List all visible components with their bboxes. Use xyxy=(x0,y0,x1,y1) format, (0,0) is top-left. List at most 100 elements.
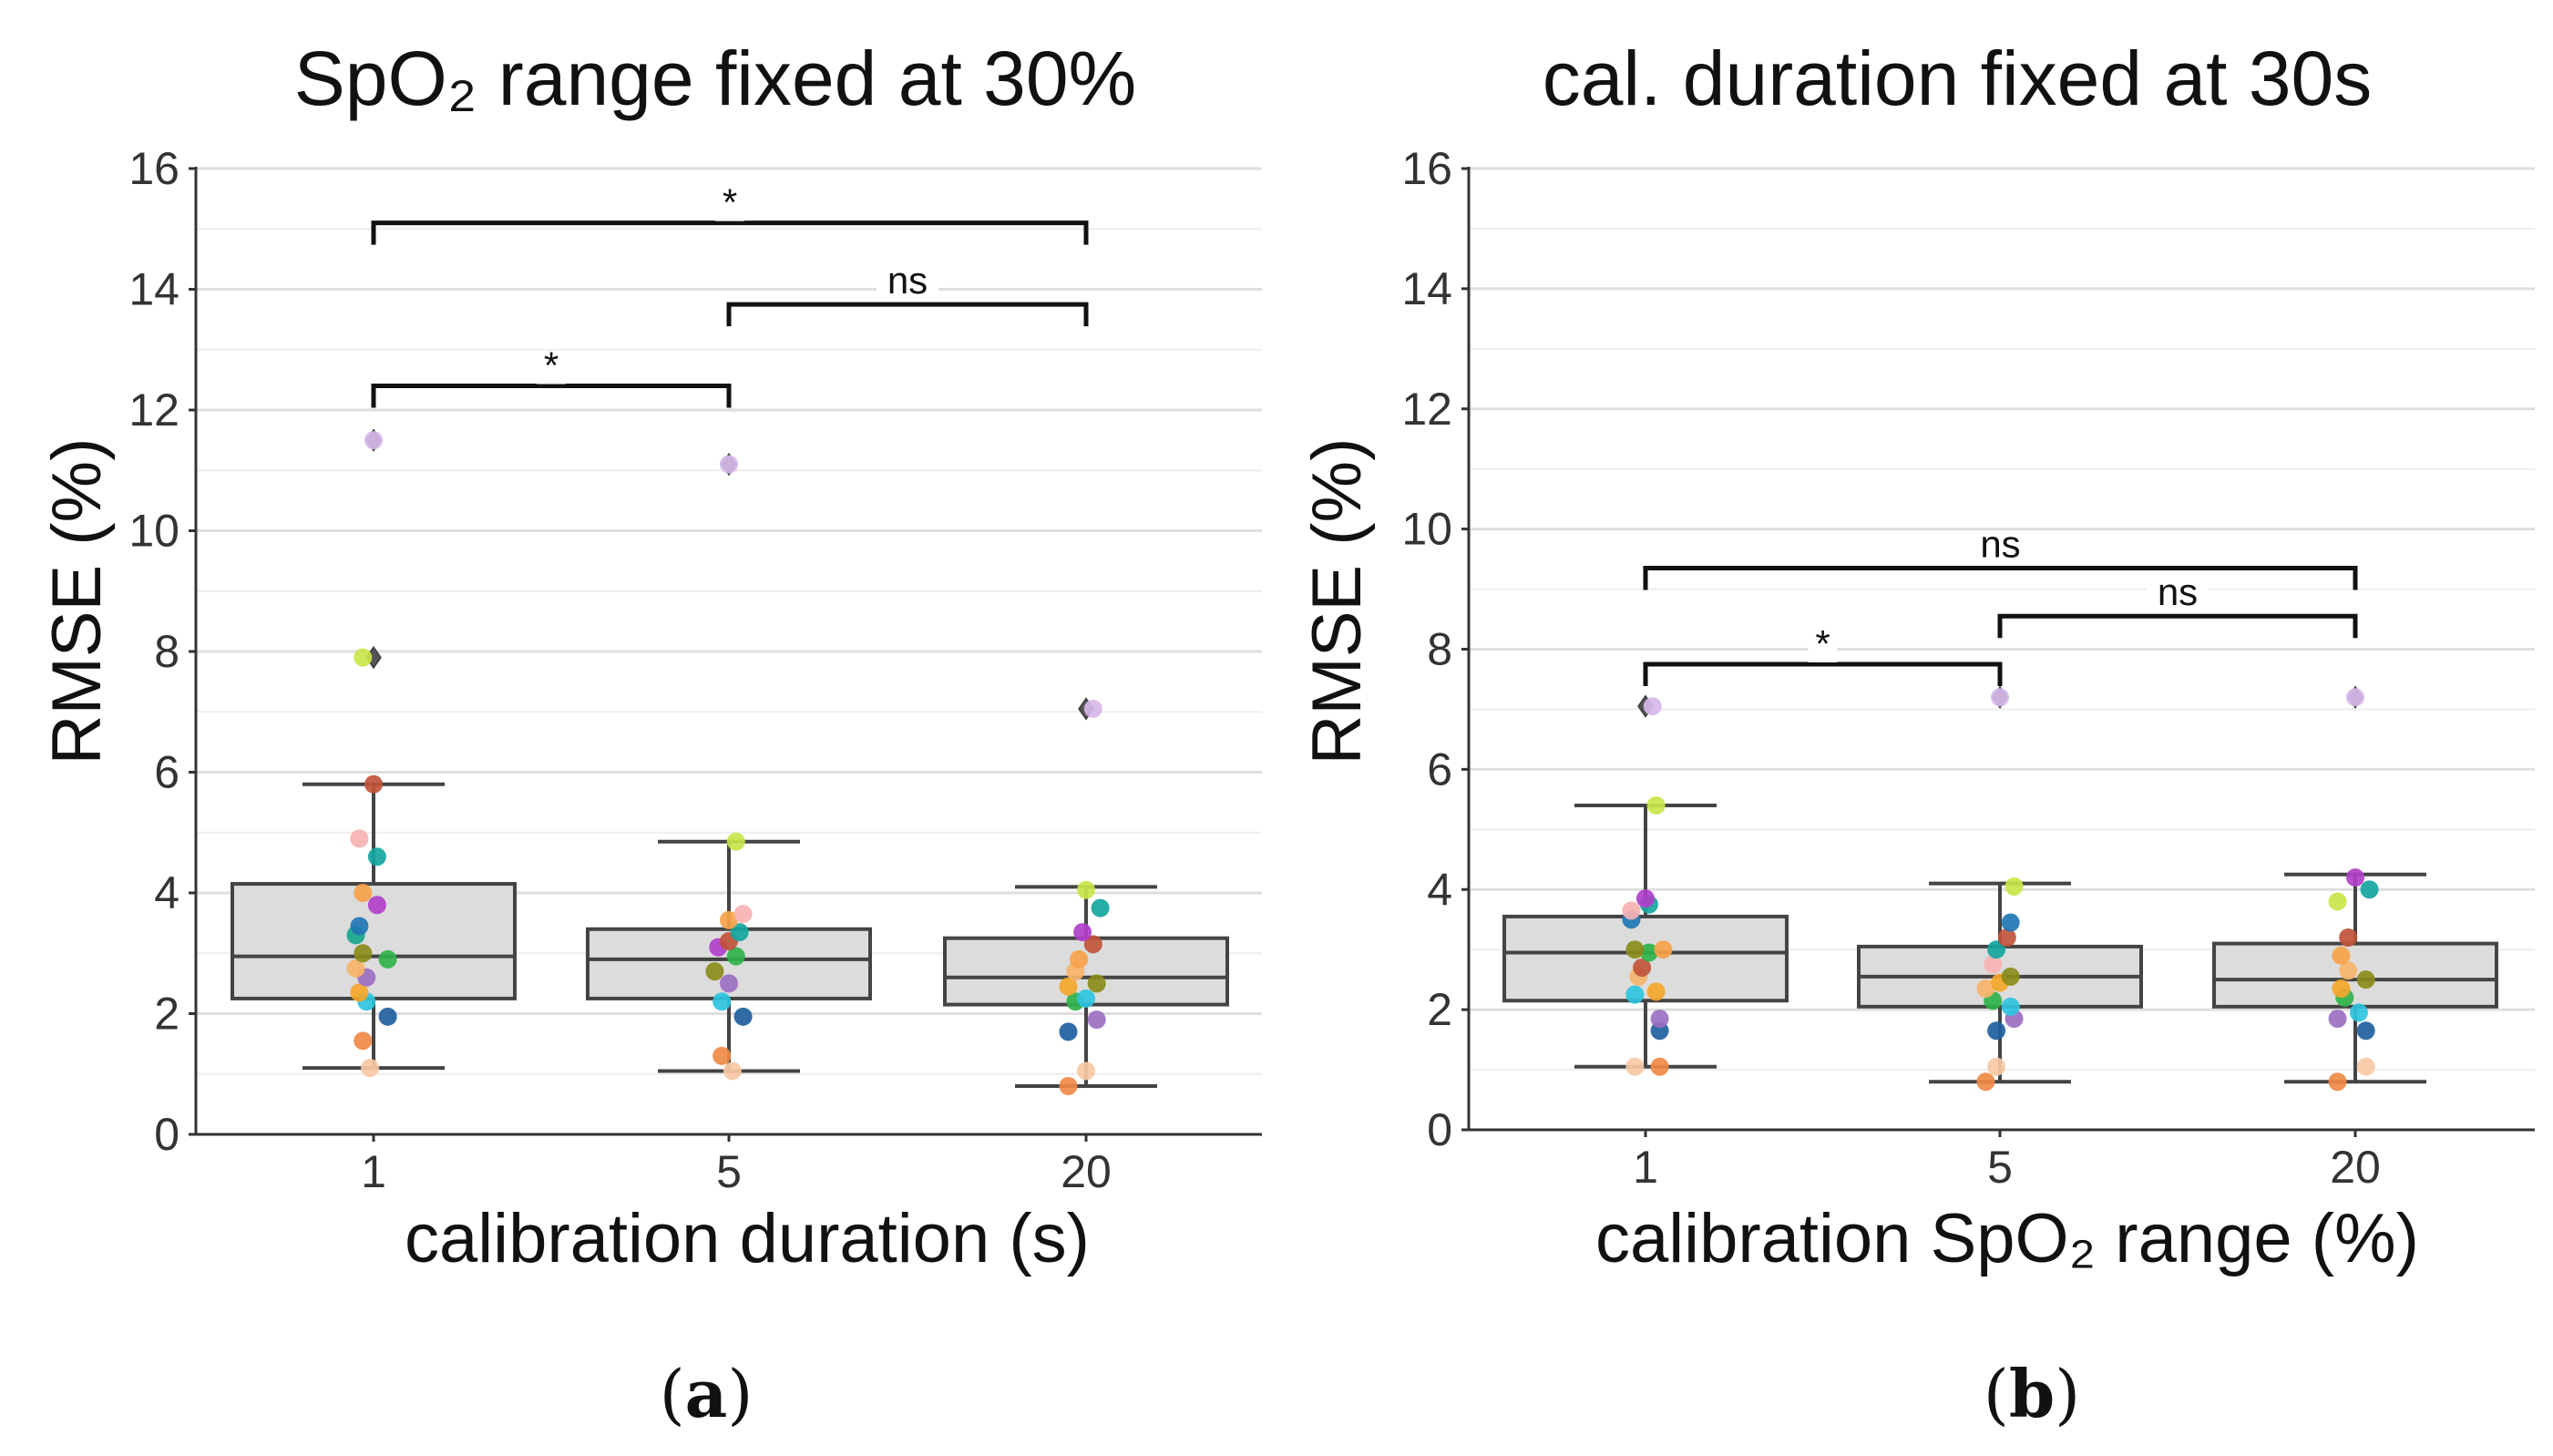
chart-b-data-point xyxy=(1646,982,1666,1001)
chart-a-data-point xyxy=(378,1007,397,1026)
chart-b-data-point xyxy=(2346,868,2364,887)
chart-a-significance-bracket xyxy=(726,302,1089,327)
chart-a-data-point xyxy=(378,949,397,969)
chart-a-data-point xyxy=(354,944,373,963)
chart-a-data-point xyxy=(1087,1010,1106,1030)
chart-a-data-point xyxy=(350,983,369,1002)
chart-a-ytick-label: 4 xyxy=(154,867,179,918)
chart-a-ytick-label: 2 xyxy=(154,989,179,1040)
chart-b-data-point xyxy=(1987,1057,2006,1076)
chart-b-data-point xyxy=(1987,1021,2006,1041)
chart-b-data-point xyxy=(1991,688,2009,707)
chart-b-data-point xyxy=(1639,943,1658,962)
chart-a-data-point xyxy=(1077,880,1095,899)
chart-a-data-point xyxy=(726,832,745,851)
chart-b-significance-bracket xyxy=(1643,661,2003,686)
chart-a-ytick-label: 14 xyxy=(128,264,179,315)
chart-b-data-point xyxy=(2001,967,2020,986)
chart-a-significance-label-bg xyxy=(715,202,744,221)
chart-b-data-point xyxy=(2328,1010,2347,1029)
chart-a-significance-label: * xyxy=(723,181,737,224)
chart-b-data-point xyxy=(2004,877,2024,896)
chart-b-title: cal. duration fixed at 30s xyxy=(1543,36,2373,121)
chart-a-panel-label: (a) xyxy=(660,1355,754,1432)
chart-a-data-point xyxy=(726,947,745,966)
chart-a-data-point xyxy=(1073,923,1092,942)
chart-b-xtick-label: 20 xyxy=(2330,1142,2381,1193)
chart-b-significance-label: * xyxy=(1815,622,1830,665)
chart-a-data-point xyxy=(354,648,373,667)
chart-a-panel-letter: a xyxy=(685,1355,728,1432)
chart-b-data-point xyxy=(1636,889,1655,908)
chart-a-xtick-label: 1 xyxy=(361,1146,386,1197)
chart-a-data-point xyxy=(364,431,383,450)
chart-b-data-point xyxy=(1997,928,2016,947)
chart-a-data-point xyxy=(720,910,738,929)
chart-a-ylabel: RMSE (%) xyxy=(38,438,116,765)
chart-a-data-point xyxy=(1059,1022,1078,1041)
chart-b-data-point xyxy=(2356,970,2375,989)
chart-b-ytick-label: 14 xyxy=(1401,263,1452,314)
chart-b-data-point xyxy=(2332,979,2351,999)
chart-a-significance-bracket xyxy=(371,220,1089,245)
chart-a-data-point xyxy=(1077,989,1095,1008)
chart-b-data-point xyxy=(1984,955,2003,974)
chart-a-data-point xyxy=(1091,898,1110,918)
chart-b-data-point xyxy=(1976,1072,1995,1092)
chart-a-data-point xyxy=(354,1031,373,1051)
chart-a-data-point xyxy=(1059,977,1078,996)
chart-b-data-point xyxy=(1654,940,1673,959)
chart-b-significance-label: ns xyxy=(1980,522,2020,565)
chart-a-data-point xyxy=(705,962,724,981)
chart-b-ytick-label: 10 xyxy=(1401,504,1452,555)
chart-b-panel-label: (b) xyxy=(1984,1355,2081,1432)
chart-b-significance-bracket xyxy=(1997,613,2358,639)
chart-b-data-point xyxy=(2001,997,2020,1016)
chart-b-ylabel: RMSE (%) xyxy=(1298,438,1376,765)
chart-b-significance-label: ns xyxy=(2158,570,2198,613)
chart-b-data-point xyxy=(1625,985,1645,1004)
chart-b-data-point xyxy=(2339,961,2358,980)
chart-a-data-point xyxy=(733,1007,753,1026)
chart-a-data-point xyxy=(1077,1061,1095,1081)
chart-a-data-point xyxy=(350,917,369,936)
chart-a-data-point xyxy=(720,455,738,474)
chart-b-panel-letter: b xyxy=(2009,1355,2055,1432)
chart-a-data-point xyxy=(1070,949,1089,969)
chart-b-ytick-label: 8 xyxy=(1427,624,1452,675)
chart-b-data-point xyxy=(2360,880,2379,899)
chart-a-significance-label-bg xyxy=(877,268,938,300)
chart-b-significance-label-bg xyxy=(2147,579,2209,611)
chart-b-data-point xyxy=(2328,892,2347,911)
chart-b-data-point xyxy=(2332,946,2351,965)
chart-b-data-point xyxy=(1625,1057,1645,1076)
chart-a-data-point xyxy=(1059,1077,1078,1095)
chart-b-data-point xyxy=(2328,1072,2347,1092)
chart-b-ytick-label: 12 xyxy=(1401,384,1452,435)
chart-a-significance-label-bg xyxy=(537,365,566,385)
chart-b-data-point xyxy=(1625,940,1645,959)
chart-a-data-point xyxy=(723,1061,742,1081)
chart-b-xlabel: calibration SpO₂ range (%) xyxy=(1595,1200,2419,1277)
chart-b-xtick-label: 5 xyxy=(1987,1142,2013,1193)
chart-a-ytick-label: 12 xyxy=(128,385,179,436)
chart-a-data-point xyxy=(367,896,386,915)
chart-b-data-point xyxy=(2356,1021,2375,1041)
chart-a-data-point xyxy=(720,974,738,993)
chart-a-data-point xyxy=(350,829,369,848)
chart-a-significance-bracket xyxy=(371,384,732,408)
chart-a-significance-label: * xyxy=(544,344,559,387)
chart-b-significance-label-bg xyxy=(1808,643,1838,662)
chart-a-title: SpO₂ range fixed at 30% xyxy=(294,36,1137,121)
chart-a-data-point xyxy=(364,774,383,794)
chart-b-ytick-label: 0 xyxy=(1427,1104,1452,1155)
chart-b-ytick-label: 2 xyxy=(1427,984,1452,1035)
chart-a-plot: 0 2 4 6 8 10 12 14 16 1 5 20 * ns * xyxy=(128,143,1262,1197)
chart-a-data-point xyxy=(367,847,386,866)
chart-b-data-point xyxy=(1976,979,1995,999)
chart-b-data-point xyxy=(1643,697,1662,716)
chart-b-ytick-label: 4 xyxy=(1427,864,1452,915)
chart-b-plot: 0 2 4 6 8 10 12 14 16 1 5 20 ns ns * xyxy=(1401,143,2535,1193)
chart-b-ytick-label: 6 xyxy=(1427,743,1452,795)
chart-b-data-point xyxy=(1987,940,2006,959)
